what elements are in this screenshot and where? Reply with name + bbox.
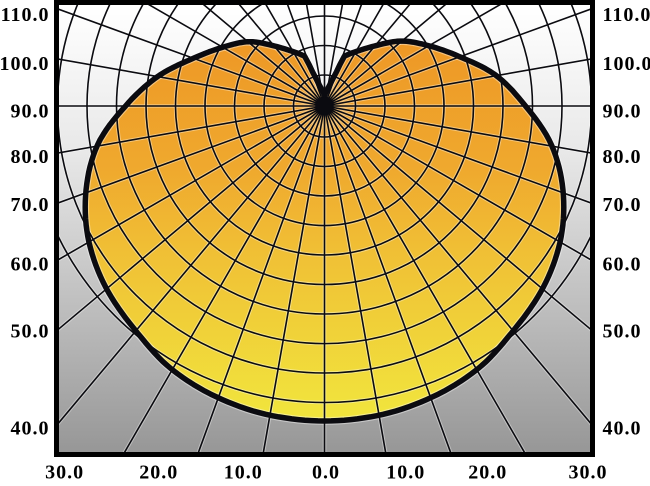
svg-text:40.0: 40.0 xyxy=(11,418,50,440)
svg-text:30.0: 30.0 xyxy=(45,462,84,484)
svg-text:10.0: 10.0 xyxy=(224,462,263,484)
svg-text:90.0: 90.0 xyxy=(11,101,50,123)
svg-text:60.0: 60.0 xyxy=(603,254,642,276)
svg-text:50.0: 50.0 xyxy=(603,321,642,343)
svg-text:0.0: 0.0 xyxy=(312,462,340,484)
svg-text:70.0: 70.0 xyxy=(11,194,50,216)
svg-text:110.0: 110.0 xyxy=(603,4,650,26)
svg-text:100.0: 100.0 xyxy=(0,53,50,75)
svg-text:10.0: 10.0 xyxy=(386,462,425,484)
svg-text:80.0: 80.0 xyxy=(11,146,50,168)
svg-text:80.0: 80.0 xyxy=(603,146,642,168)
svg-text:50.0: 50.0 xyxy=(11,321,50,343)
svg-text:100.0: 100.0 xyxy=(603,53,650,75)
svg-text:40.0: 40.0 xyxy=(603,418,642,440)
svg-text:30.0: 30.0 xyxy=(569,462,608,484)
svg-text:20.0: 20.0 xyxy=(139,462,178,484)
svg-text:60.0: 60.0 xyxy=(11,254,50,276)
svg-text:70.0: 70.0 xyxy=(603,194,642,216)
svg-text:110.0: 110.0 xyxy=(1,4,50,26)
svg-text:20.0: 20.0 xyxy=(468,462,507,484)
svg-text:90.0: 90.0 xyxy=(603,101,642,123)
